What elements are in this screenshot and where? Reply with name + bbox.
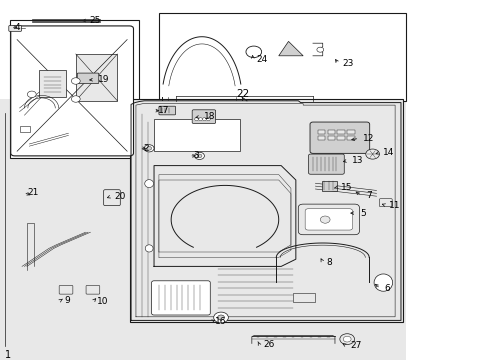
Circle shape [245,46,261,58]
Circle shape [198,118,202,121]
Bar [20,126,30,132]
Bar [0,99,405,360]
Text: 16: 16 [215,317,226,326]
Bar [154,119,239,151]
Circle shape [144,145,154,152]
Ellipse shape [373,274,392,291]
Circle shape [71,96,80,102]
Ellipse shape [144,180,153,188]
Text: 24: 24 [256,55,267,63]
Polygon shape [251,336,334,344]
FancyBboxPatch shape [192,110,215,123]
Text: 12: 12 [363,134,374,143]
Bar [321,181,337,191]
Bar [327,130,334,134]
FancyBboxPatch shape [11,26,133,156]
Circle shape [197,154,202,158]
FancyBboxPatch shape [379,199,391,207]
Text: 18: 18 [203,112,215,121]
Bar [337,136,344,140]
Text: 5: 5 [359,209,365,217]
Text: 15: 15 [341,183,352,192]
FancyBboxPatch shape [309,122,369,153]
Bar [317,136,325,140]
FancyBboxPatch shape [305,209,352,230]
Bar [39,70,66,97]
Circle shape [71,78,80,84]
Bar [10,20,139,158]
Circle shape [194,152,204,159]
Text: 21: 21 [27,188,39,197]
Bar [327,136,334,140]
Text: 4: 4 [15,23,20,32]
Text: 13: 13 [351,156,363,165]
Bar [346,136,354,140]
Text: 25: 25 [89,16,101,25]
Circle shape [316,47,323,52]
Bar [76,54,117,101]
Circle shape [194,118,198,121]
Text: 26: 26 [263,340,274,348]
Circle shape [202,118,206,121]
Text: 7: 7 [365,191,371,200]
Text: 9: 9 [64,296,70,305]
Text: 3: 3 [193,152,199,161]
Circle shape [213,312,228,323]
Text: 27: 27 [349,341,361,350]
Text: 10: 10 [97,297,108,306]
Circle shape [320,216,329,223]
FancyBboxPatch shape [308,154,344,174]
Text: 1: 1 [5,350,11,360]
Text: 8: 8 [326,258,332,266]
Text: 20: 20 [114,192,125,201]
Bar [293,293,315,302]
FancyBboxPatch shape [77,73,99,84]
Bar [337,130,344,134]
Circle shape [339,334,354,345]
Text: 11: 11 [388,201,400,210]
Circle shape [365,149,379,159]
FancyBboxPatch shape [159,106,175,115]
Text: 23: 23 [342,59,353,68]
FancyBboxPatch shape [298,204,359,235]
Text: 22: 22 [236,89,249,99]
FancyBboxPatch shape [103,190,120,206]
Circle shape [146,147,151,150]
Polygon shape [278,41,303,56]
Text: 14: 14 [383,148,394,157]
FancyBboxPatch shape [151,281,210,315]
FancyBboxPatch shape [59,285,73,294]
Circle shape [217,315,224,320]
Text: 2: 2 [143,144,149,153]
Text: 17: 17 [157,106,169,115]
FancyBboxPatch shape [9,26,21,31]
FancyBboxPatch shape [86,285,100,294]
Bar [317,130,325,134]
Circle shape [343,336,350,342]
Text: 6: 6 [384,284,389,293]
Bar [129,99,403,322]
Bar [159,13,405,101]
Circle shape [206,118,210,121]
Ellipse shape [145,245,153,252]
Text: 19: 19 [98,75,110,84]
Circle shape [27,91,36,98]
Bar [346,130,354,134]
